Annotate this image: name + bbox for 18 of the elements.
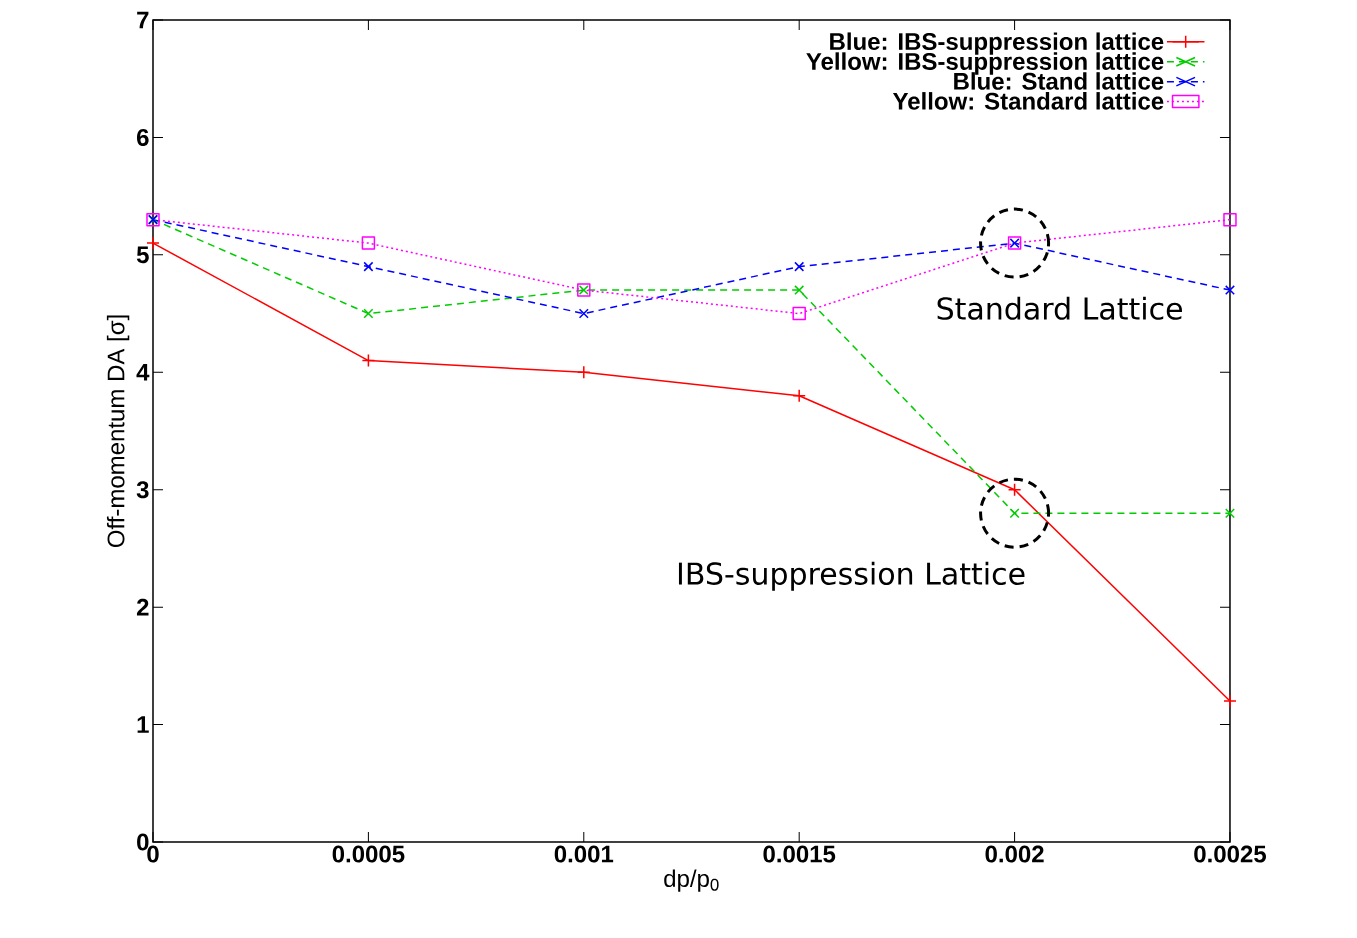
y-tick-label: 2 [136,598,149,616]
y-tick-label: 3 [136,481,149,499]
annotation: Standard Lattice [937,296,1182,320]
x-axis-title: dp/p$_{0}$ [664,869,719,892]
x-tick-label: 0.002 [985,845,1044,863]
annotation: IBS-suppression Lattice [678,561,1025,591]
x-tick-label: 0.0005 [332,845,405,863]
y-tick-label: 4 [136,364,150,381]
x-tick-label: 0.001 [554,845,614,863]
legend-label: Yellow: Standard lattice [892,92,1164,110]
y-tick-label: 0 [137,833,149,851]
y-tick-label: 7 [137,11,149,29]
y-tick-label: 6 [137,128,149,146]
x-tick-label: 0.0015 [763,845,836,863]
y-tick-label: 1 [137,716,149,733]
y-tick-label: 5 [136,246,149,264]
y-axis-title: Off-momentum DA [σ] [106,315,130,548]
x-tick-label: 0.0025 [1194,845,1266,863]
